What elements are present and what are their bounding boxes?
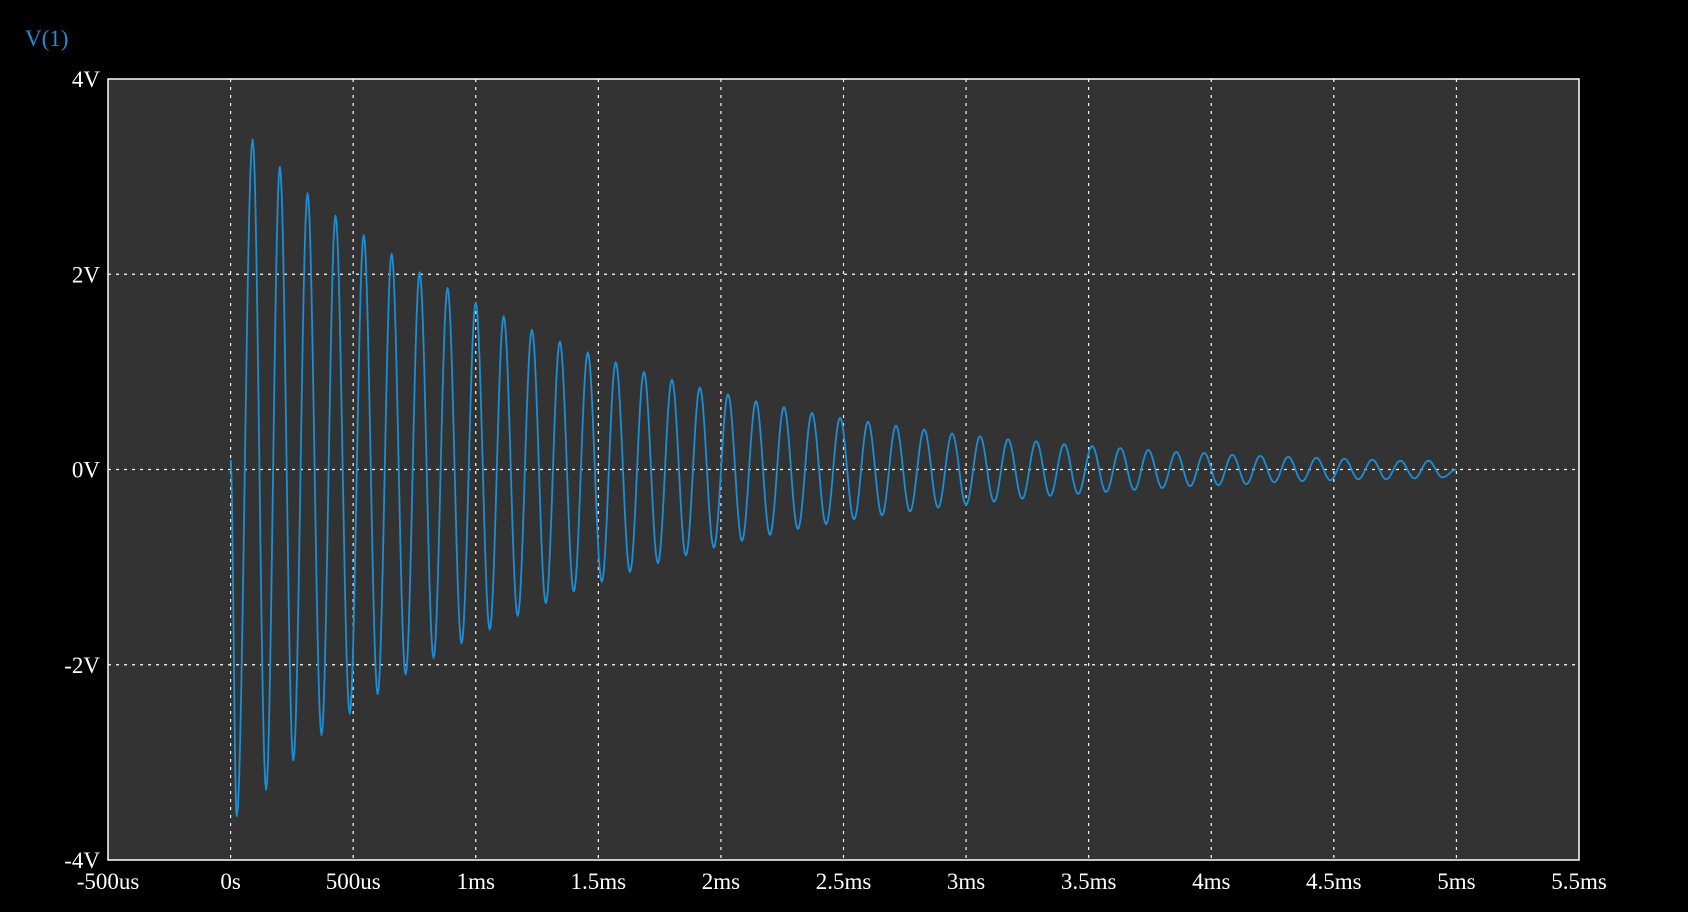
y-tick-label: -4V (64, 848, 100, 873)
x-tick-label: 3.5ms (1061, 869, 1117, 894)
trace-layer (229, 138, 1457, 817)
y-tick-label: 4V (72, 67, 101, 92)
x-tick-label: -500us (77, 869, 140, 894)
y-tick-label: -2V (64, 653, 100, 678)
x-tick-label: 500us (326, 869, 381, 894)
y-tick-label: 0V (72, 458, 101, 483)
grid-lines (108, 79, 1579, 860)
tick-labels: -500us 0s 500us 1ms 1.5ms 2ms 2.5ms 3ms 3.5ms 4ms… (64, 67, 1607, 894)
x-tick-label: 1ms (457, 869, 495, 894)
x-tick-label: 4ms (1192, 869, 1230, 894)
x-tick-label: 3ms (947, 869, 985, 894)
x-tick-label: 5ms (1437, 869, 1475, 894)
y-tick-label: 2V (72, 262, 101, 287)
trace-name-label[interactable]: V(1) (25, 26, 68, 51)
x-tick-label: 1.5ms (571, 869, 627, 894)
x-tick-label: 2ms (702, 869, 740, 894)
x-tick-label: 0s (220, 869, 241, 894)
x-tick-label: 5.5ms (1551, 869, 1607, 894)
x-tick-label: 4.5ms (1306, 869, 1362, 894)
x-tick-label: 2.5ms (816, 869, 872, 894)
series-line (229, 138, 1457, 817)
